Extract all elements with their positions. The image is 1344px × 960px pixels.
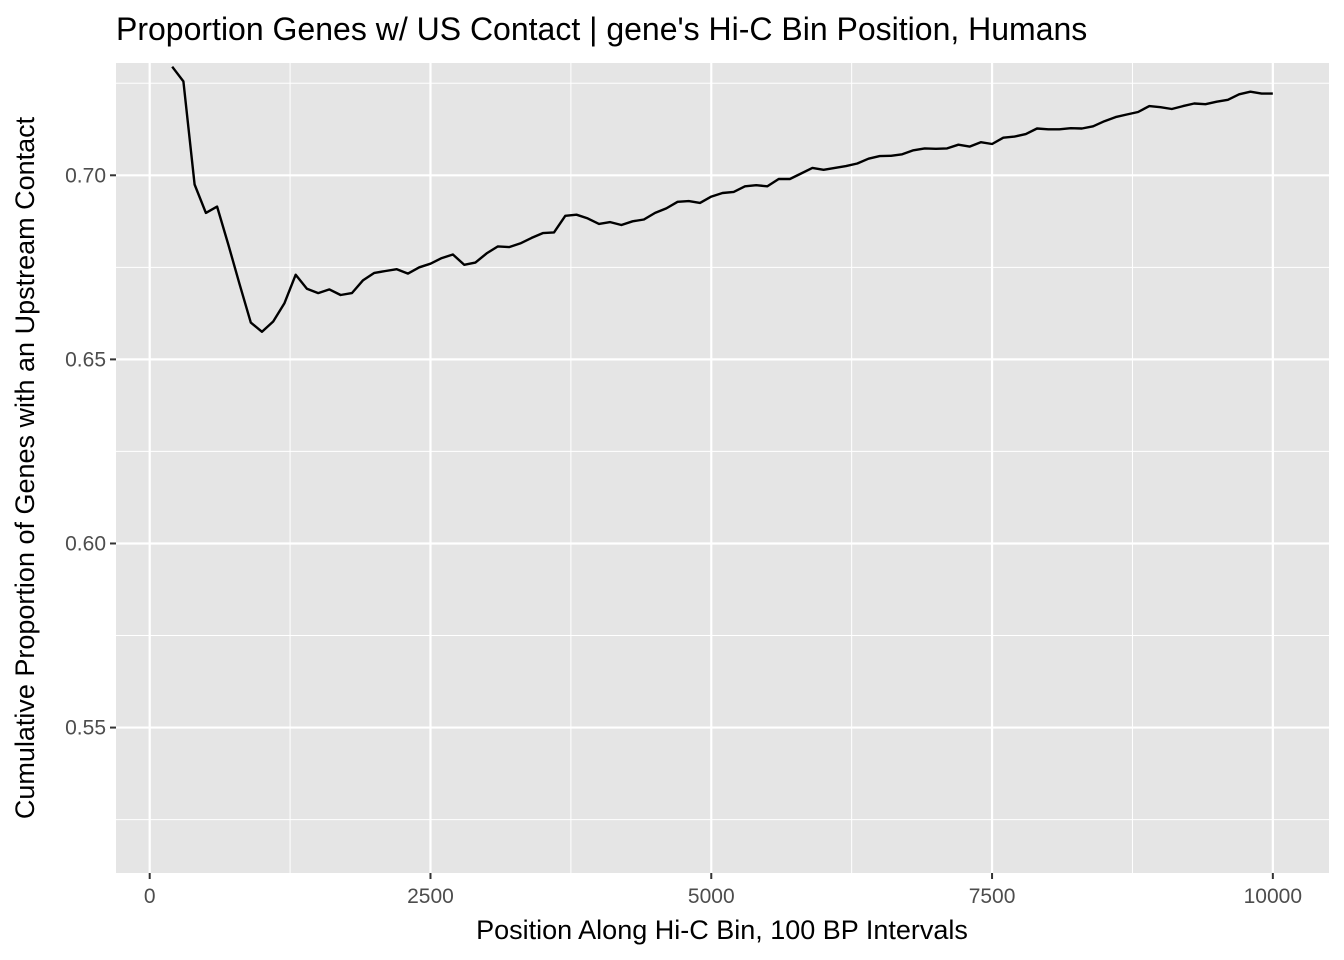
minor-gridlines [116,63,1329,873]
y-tick-label: 0.60 [65,532,106,555]
chart-title: Proportion Genes w/ US Contact | gene's … [116,11,1087,47]
x-axis-title: Position Along Hi-C Bin, 100 BP Interval… [476,915,968,945]
x-tick-label: 2500 [407,885,454,908]
y-tick-label: 0.70 [65,164,106,187]
series-line [171,65,1273,333]
y-tick-label: 0.55 [65,717,106,740]
x-tick-label: 0 [144,885,156,908]
x-tick-label: 5000 [688,885,735,908]
major-gridlines [116,63,1329,873]
y-tick-label: 0.65 [65,348,106,371]
axis-ticks: 0 2500 5000 7500 10000 0.55 0.60 0.65 0.70 [65,164,1302,908]
plot-panel [116,63,1329,873]
plot-series [171,65,1273,333]
x-tick-label: 7500 [969,885,1016,908]
x-tick-label: 10000 [1244,885,1302,908]
y-axis-title: Cumulative Proportion of Genes with an U… [10,116,40,819]
